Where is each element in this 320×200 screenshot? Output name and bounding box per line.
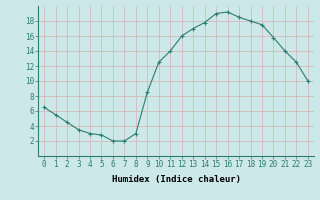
X-axis label: Humidex (Indice chaleur): Humidex (Indice chaleur) [111,175,241,184]
